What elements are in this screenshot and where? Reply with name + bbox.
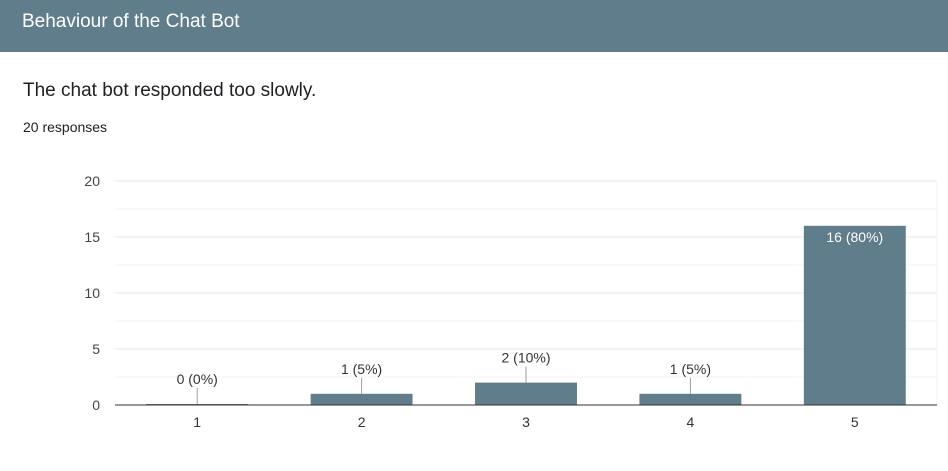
bar-value-label: 0 (0%) [177, 371, 218, 387]
x-tick-label: 4 [687, 414, 695, 430]
x-tick-label: 1 [193, 414, 201, 430]
bar [803, 225, 906, 405]
bar-value-label: 1 (5%) [341, 361, 382, 377]
question-title: The chat bot responded too slowly. [23, 80, 317, 101]
bar [639, 393, 742, 405]
x-tick-label: 2 [358, 414, 366, 430]
x-tick-label: 5 [851, 414, 859, 430]
bar-value-label: 16 (80%) [826, 229, 883, 245]
y-tick-label: 0 [92, 397, 100, 413]
bar [310, 393, 413, 405]
bar [475, 382, 577, 405]
y-tick-label: 15 [84, 229, 100, 245]
section-header: Behaviour of the Chat Bot [0, 0, 948, 52]
bar-value-label: 1 (5%) [670, 361, 711, 377]
response-count: 20 responses [23, 119, 108, 135]
x-tick-label: 3 [522, 414, 530, 430]
y-tick-label: 20 [84, 173, 100, 189]
y-tick-label: 10 [84, 285, 100, 301]
bar-value-label: 2 (10%) [501, 350, 550, 366]
y-tick-label: 5 [92, 341, 100, 357]
section-title: Behaviour of the Chat Bot [22, 11, 240, 32]
